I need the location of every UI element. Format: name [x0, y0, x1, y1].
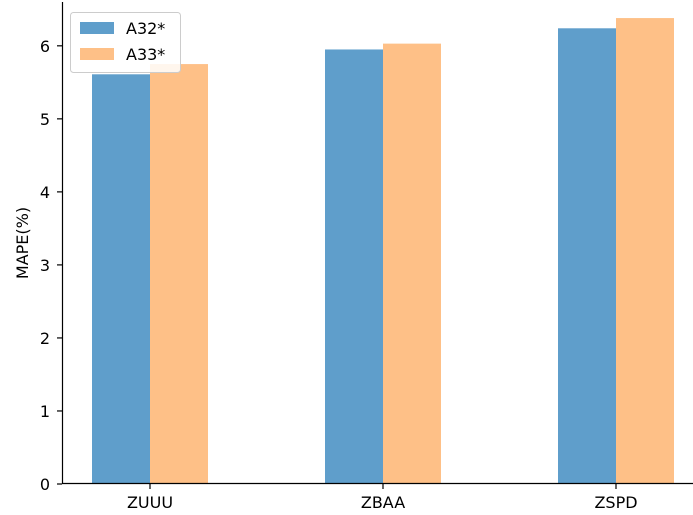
x-tick-label-zuuu: ZUUU [127, 493, 173, 512]
y-axis: 0 1 2 3 4 5 6 [40, 37, 62, 494]
y-tick-label-3: 3 [40, 256, 50, 275]
y-tick-label-0: 0 [40, 475, 50, 494]
x-tick-label-zspd: ZSPD [594, 493, 637, 512]
x-axis: ZUUU ZBAA ZSPD [127, 484, 638, 512]
legend-label-1: A33* [126, 45, 165, 64]
legend-label-0: A32* [126, 19, 165, 38]
x-tick-label-zbaa: ZBAA [361, 493, 405, 512]
y-tick-label-5: 5 [40, 110, 50, 129]
bar-a33-zuuu [150, 64, 208, 485]
y-tick-label-2: 2 [40, 329, 50, 348]
bar-a32-zuuu [92, 74, 150, 485]
legend: A32* A33* [70, 12, 181, 73]
y-tick-label-1: 1 [40, 402, 50, 421]
y-tick-label-6: 6 [40, 37, 50, 56]
legend-swatch-0 [80, 22, 114, 34]
bar-a32-zspd [558, 28, 616, 485]
bar-a32-zbaa [325, 49, 383, 484]
y-tick-label-4: 4 [40, 183, 50, 202]
legend-swatch-1 [80, 48, 114, 60]
y-axis-label: MAPE(%) [13, 207, 32, 279]
bar-a33-zspd [616, 18, 674, 485]
bar-a33-zbaa [383, 43, 441, 485]
bars-group [92, 18, 674, 485]
